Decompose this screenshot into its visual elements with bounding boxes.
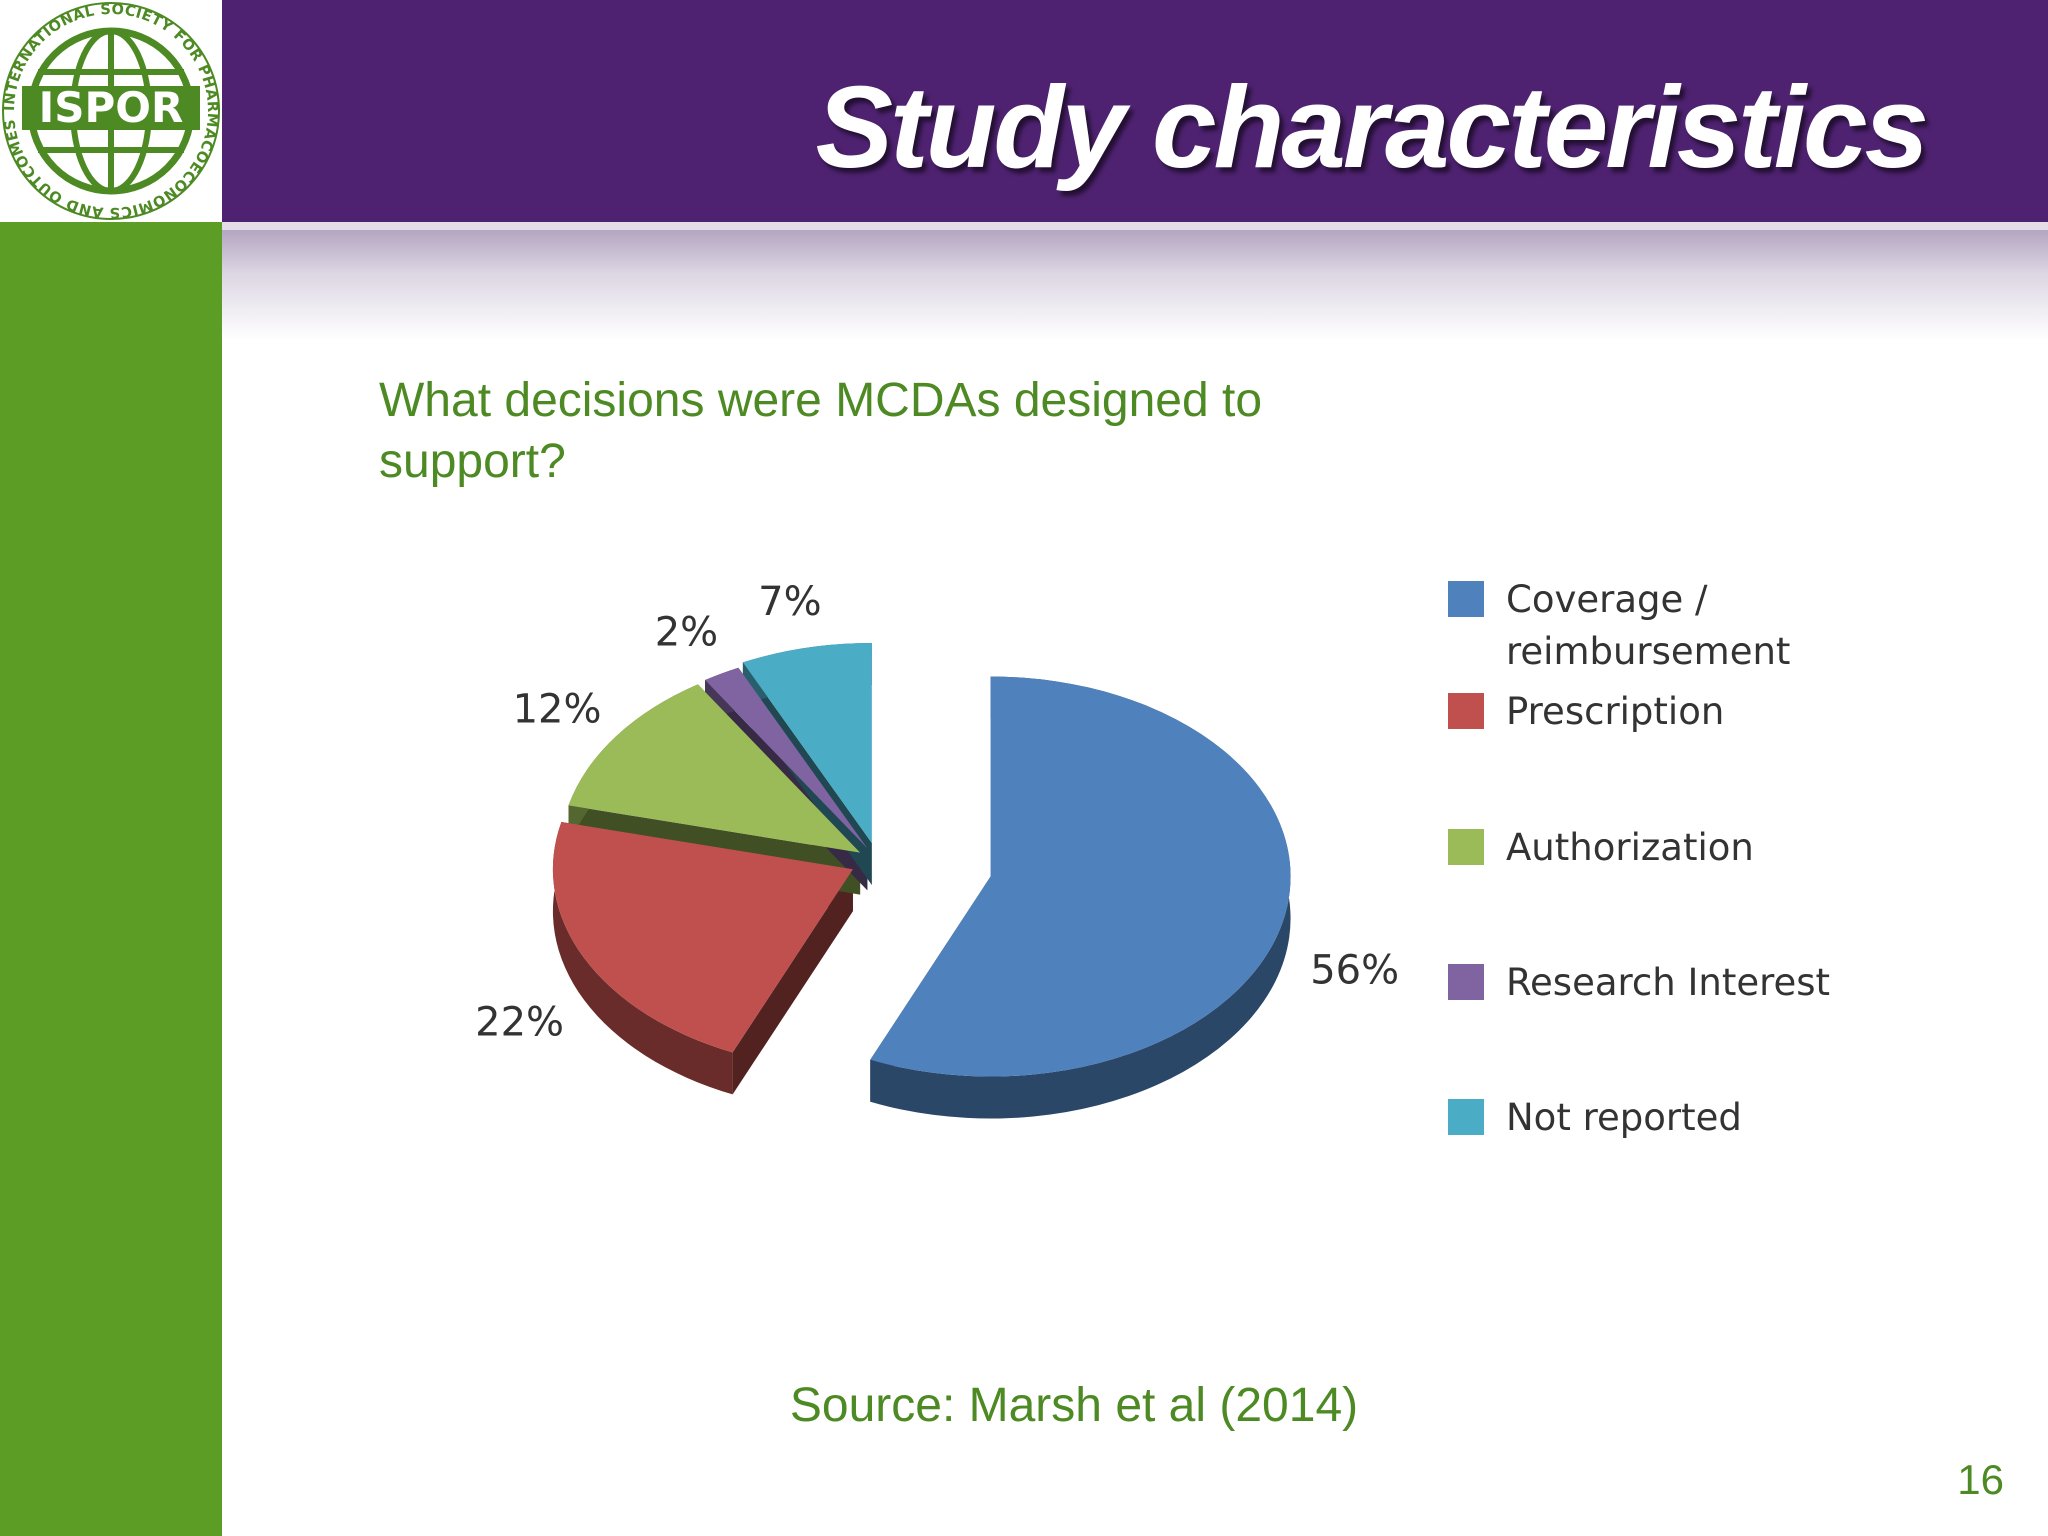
- pie-slice: [552, 822, 853, 1053]
- pie-slice: [705, 667, 868, 849]
- logo-text: ISPOR: [39, 83, 184, 132]
- header-gradient: [222, 230, 2048, 340]
- logo: INTERNATIONAL SOCIETY FOR PHARMACOECONOM…: [0, 0, 222, 222]
- legend-label: reimbursement: [1506, 630, 1790, 673]
- pie-tops: [552, 642, 1291, 1077]
- slide-title: Study characteristics: [815, 62, 1929, 192]
- pie-chart: 56% 22% 12% 2% 7% Coverage / reimbursement Pre…: [475, 578, 1830, 1139]
- pie-slice-side: [870, 676, 1291, 1119]
- source-citation: Source: Marsh et al (2014): [789, 1379, 1359, 1432]
- legend-swatch: [1448, 964, 1484, 1000]
- legend-swatch: [1448, 693, 1484, 729]
- data-label: 2%: [655, 610, 718, 656]
- question-text: What decisions were MCDAs designed to su…: [379, 374, 1263, 488]
- chart-panel: 56% 22% 12% 2% 7% Coverage / reimbursement Pre…: [358, 516, 1844, 1236]
- legend-swatch: [1448, 581, 1484, 617]
- data-label: 22%: [475, 999, 564, 1045]
- page-number: 16: [1957, 1456, 2004, 1503]
- pie-slice-side: [552, 822, 733, 1095]
- pie-slice: [568, 684, 861, 853]
- chart-legend: Coverage / reimbursement Prescription Autho…: [1448, 578, 1830, 1139]
- legend-label: Authorization: [1506, 826, 1754, 869]
- data-label: 12%: [513, 687, 602, 733]
- pie-slice-wall: [732, 869, 853, 1095]
- data-label: 56%: [1310, 947, 1399, 993]
- pie-slice: [870, 676, 1291, 1077]
- legend-label: Not reported: [1506, 1096, 1742, 1139]
- legend-label: Prescription: [1506, 690, 1724, 733]
- pie-labels: 56% 22% 12% 2% 7%: [475, 579, 1399, 1045]
- legend-swatch: [1448, 829, 1484, 865]
- legend-label: Coverage /: [1506, 578, 1708, 621]
- legend-swatch: [1448, 1099, 1484, 1135]
- legend-label: Research Interest: [1506, 961, 1830, 1004]
- sidebar-bar: [0, 222, 222, 1536]
- ispor-logo-icon: INTERNATIONAL SOCIETY FOR PHARMACOECONOM…: [0, 0, 220, 220]
- data-label: 7%: [758, 579, 821, 625]
- header-divider: [222, 222, 2048, 230]
- pie-slice: [742, 642, 872, 843]
- header-bar: [222, 0, 2048, 222]
